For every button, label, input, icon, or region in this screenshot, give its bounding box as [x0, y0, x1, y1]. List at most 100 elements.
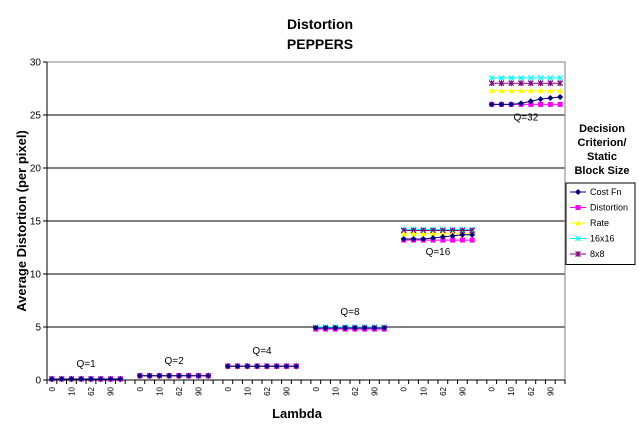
series-8x8 — [488, 80, 564, 87]
data-point — [234, 363, 241, 370]
data-point — [518, 87, 525, 94]
data-point — [195, 372, 202, 379]
x-tick-label: 10 — [67, 386, 76, 395]
data-point — [557, 87, 564, 94]
data-point — [557, 93, 564, 100]
x-tick-label: 10 — [419, 386, 428, 395]
data-point — [107, 375, 114, 382]
data-point — [557, 101, 563, 107]
data-point — [469, 231, 476, 238]
series-layer — [48, 74, 564, 382]
group-label: Q=8 — [340, 307, 360, 318]
data-point — [527, 80, 534, 87]
data-point — [342, 325, 349, 332]
data-point — [547, 87, 554, 94]
legend-item: 16x16 — [570, 234, 615, 244]
data-point — [361, 325, 368, 332]
data-point — [332, 325, 339, 332]
data-point — [450, 237, 456, 243]
legend-item: Rate — [570, 218, 609, 228]
group-labels: Q=1 Q=2 Q=4 Q=8 Q=16 Q=32 — [77, 112, 539, 370]
x-tick-label: 90 — [107, 386, 116, 395]
x-tick-label: 0 — [136, 386, 145, 391]
y-tick-label: 20 — [30, 164, 42, 175]
data-point — [508, 74, 515, 81]
data-point — [537, 96, 544, 103]
series-cost-fn — [312, 325, 388, 332]
x-axis-title: Lambda — [272, 406, 323, 421]
x-tick-label: 90 — [282, 386, 291, 395]
data-point — [527, 74, 534, 81]
chart-subtitle: PEPPERS — [287, 36, 353, 52]
x-tick-label: 10 — [155, 386, 164, 395]
series-cost-fn — [400, 231, 476, 243]
legend-title-line: Decision — [579, 123, 625, 135]
x-tick-label: 0 — [312, 386, 321, 391]
x-tick-label: 90 — [458, 386, 467, 395]
legend: Cost Fn Distortion Rate 16x16 8x8 — [565, 182, 636, 265]
data-point — [518, 100, 525, 107]
data-point — [322, 325, 329, 332]
legend-title-line: Static — [587, 151, 617, 163]
y-tick-label: 25 — [30, 111, 42, 122]
x-tick-label: 62 — [87, 386, 96, 395]
data-point — [538, 101, 544, 107]
data-point — [244, 363, 251, 370]
data-point — [185, 372, 192, 379]
data-point — [351, 325, 358, 332]
data-point — [420, 230, 427, 237]
data-point — [498, 87, 505, 94]
legend-label: 16x16 — [590, 234, 615, 244]
group-label: Q=4 — [252, 346, 272, 357]
data-point — [381, 325, 388, 332]
legend-item: Distortion — [570, 203, 628, 213]
x-tick-label: 62 — [527, 386, 536, 395]
data-point — [293, 363, 300, 370]
series-cost-fn — [488, 93, 564, 108]
y-tick-label: 0 — [35, 376, 41, 387]
y-tick-label: 5 — [35, 323, 41, 334]
data-point — [273, 363, 280, 370]
data-point — [400, 230, 407, 237]
series-cost-fn — [224, 363, 300, 370]
data-point — [469, 237, 475, 243]
data-point — [527, 98, 534, 105]
x-tick-label: 62 — [175, 386, 184, 395]
x-tick-label: 10 — [243, 386, 252, 395]
data-point — [283, 363, 290, 370]
chart-title: Distortion — [287, 16, 353, 32]
data-point — [488, 74, 495, 81]
series-8x8 — [400, 227, 476, 234]
group-label: Q=1 — [77, 359, 97, 370]
data-point — [254, 363, 261, 370]
data-point — [400, 236, 407, 243]
legend-title-line: Criterion/ — [578, 137, 627, 149]
data-point — [87, 375, 94, 382]
x-tick-label: 62 — [263, 386, 272, 395]
legend-item: 8x8 — [570, 249, 605, 259]
data-point — [537, 87, 544, 94]
y-tick-label: 10 — [30, 270, 42, 281]
data-point — [575, 189, 581, 195]
data-point — [508, 80, 515, 87]
data-point — [410, 236, 417, 243]
data-point — [439, 233, 446, 240]
data-point — [224, 363, 231, 370]
data-point — [449, 232, 456, 239]
group-label: Q=32 — [514, 112, 539, 123]
y-axis: 0 5 10 15 20 25 30 — [30, 58, 48, 387]
x-tick-label: 10 — [331, 386, 340, 395]
data-point — [420, 236, 427, 243]
y-axis-title: Average Distortion (per pixel) — [14, 130, 29, 312]
data-point — [547, 95, 554, 102]
data-point — [557, 80, 564, 87]
x-tick-label: 90 — [370, 386, 379, 395]
data-point — [68, 375, 75, 382]
group-label: Q=2 — [164, 356, 184, 367]
data-point — [263, 363, 270, 370]
x-tick-label: 0 — [48, 386, 57, 391]
data-point — [146, 372, 153, 379]
data-point — [508, 101, 515, 108]
series-cost-fn — [48, 375, 124, 382]
data-point — [547, 80, 554, 87]
